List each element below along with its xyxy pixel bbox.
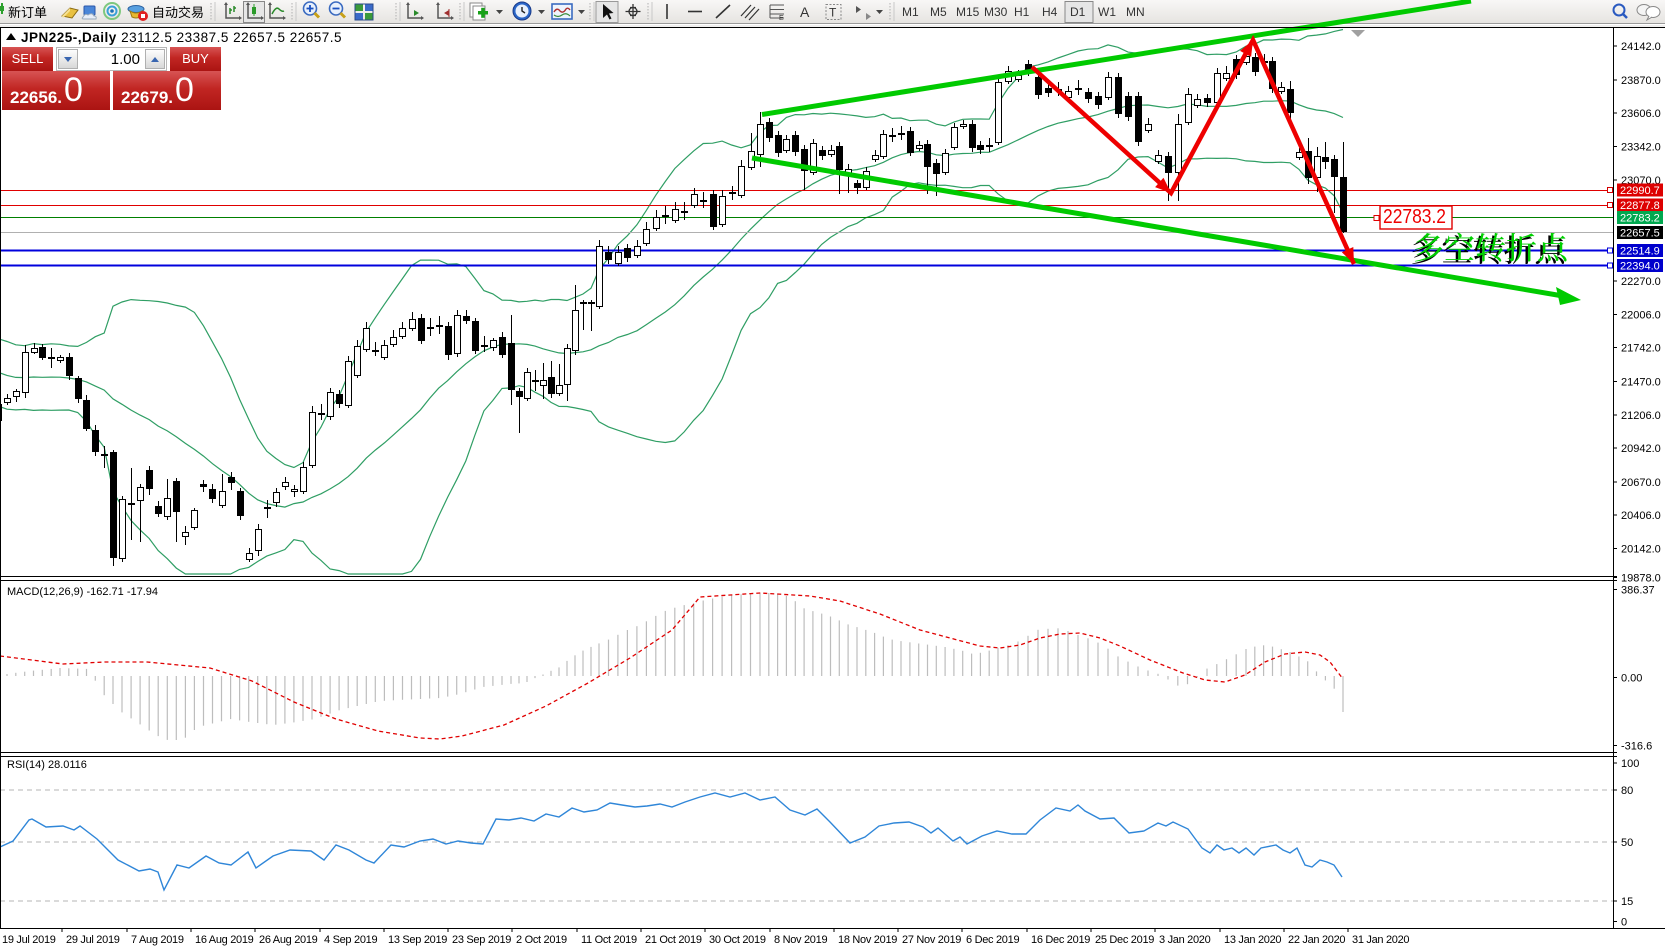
svg-text:13 Jan 2020: 13 Jan 2020 bbox=[1224, 934, 1281, 946]
svg-text:50: 50 bbox=[1621, 837, 1633, 849]
svg-text:23 Sep 2019: 23 Sep 2019 bbox=[452, 934, 511, 946]
svg-text:22990.7: 22990.7 bbox=[1620, 185, 1660, 197]
svg-text:100: 100 bbox=[1621, 758, 1639, 770]
svg-text:T: T bbox=[829, 6, 837, 20]
svg-text:23606.0: 23606.0 bbox=[1621, 108, 1661, 120]
svg-text:19 Jul 2019: 19 Jul 2019 bbox=[2, 934, 56, 946]
svg-text:13 Sep 2019: 13 Sep 2019 bbox=[388, 934, 447, 946]
svg-text:22 Jan 2020: 22 Jan 2020 bbox=[1288, 934, 1345, 946]
svg-text:23070.0: 23070.0 bbox=[1621, 175, 1661, 187]
svg-text:27 Nov 2019: 27 Nov 2019 bbox=[902, 934, 961, 946]
svg-text:6 Dec 2019: 6 Dec 2019 bbox=[966, 934, 1019, 946]
svg-text:22657.5: 22657.5 bbox=[1620, 228, 1660, 240]
svg-text:21206.0: 21206.0 bbox=[1621, 410, 1661, 422]
svg-text:22270.0: 22270.0 bbox=[1621, 276, 1661, 288]
svg-text:11 Oct 2019: 11 Oct 2019 bbox=[581, 934, 637, 946]
svg-text:23870.0: 23870.0 bbox=[1621, 75, 1661, 87]
svg-text:31 Jan 2020: 31 Jan 2020 bbox=[1352, 934, 1409, 946]
svg-text:29 Jul 2019: 29 Jul 2019 bbox=[66, 934, 120, 946]
svg-text:24142.0: 24142.0 bbox=[1621, 41, 1661, 53]
svg-text:MN: MN bbox=[1126, 5, 1145, 19]
svg-text:21 Oct 2019: 21 Oct 2019 bbox=[645, 934, 702, 946]
svg-text:E: E bbox=[779, 15, 784, 22]
svg-text:H4: H4 bbox=[1042, 5, 1058, 19]
svg-text:22006.0: 22006.0 bbox=[1621, 310, 1661, 322]
svg-text:M30: M30 bbox=[984, 5, 1008, 19]
svg-text:RSI(14) 28.0116: RSI(14) 28.0116 bbox=[7, 759, 87, 771]
svg-text:JPN225-,Daily 23112.5 23387.5: JPN225-,Daily 23112.5 23387.5 22657.5 22… bbox=[21, 30, 342, 45]
svg-text:H1: H1 bbox=[1014, 5, 1030, 19]
svg-text:22514.9: 22514.9 bbox=[1620, 246, 1660, 258]
svg-text:80: 80 bbox=[1621, 785, 1633, 797]
svg-text:15: 15 bbox=[1621, 896, 1633, 908]
svg-text:19878.0: 19878.0 bbox=[1621, 573, 1661, 585]
svg-text:20406.0: 20406.0 bbox=[1621, 510, 1661, 522]
svg-text:8 Nov 2019: 8 Nov 2019 bbox=[774, 934, 827, 946]
svg-text:16 Aug 2019: 16 Aug 2019 bbox=[195, 934, 254, 946]
svg-text:D1: D1 bbox=[1070, 5, 1086, 19]
svg-text:23342.0: 23342.0 bbox=[1621, 142, 1661, 154]
svg-text:7 Aug 2019: 7 Aug 2019 bbox=[131, 934, 184, 946]
svg-text:M1: M1 bbox=[902, 5, 919, 19]
svg-text:20142.0: 20142.0 bbox=[1621, 544, 1661, 556]
svg-text:M15: M15 bbox=[956, 5, 980, 19]
svg-text:3 Jan 2020: 3 Jan 2020 bbox=[1159, 934, 1211, 946]
svg-text:30 Oct 2019: 30 Oct 2019 bbox=[709, 934, 766, 946]
svg-text:A: A bbox=[800, 4, 810, 20]
svg-text:386.37: 386.37 bbox=[1621, 585, 1655, 597]
svg-text:W1: W1 bbox=[1098, 5, 1116, 19]
svg-text:21470.0: 21470.0 bbox=[1621, 377, 1661, 389]
svg-text:22783.2: 22783.2 bbox=[1620, 213, 1660, 225]
svg-text:22394.0: 22394.0 bbox=[1620, 261, 1660, 273]
svg-text:-316.6: -316.6 bbox=[1621, 741, 1652, 753]
svg-text:2 Oct 2019: 2 Oct 2019 bbox=[516, 934, 567, 946]
svg-text:4 Sep 2019: 4 Sep 2019 bbox=[324, 934, 377, 946]
svg-text:M5: M5 bbox=[930, 5, 947, 19]
svg-text:18 Nov 2019: 18 Nov 2019 bbox=[838, 934, 897, 946]
svg-text:16 Dec 2019: 16 Dec 2019 bbox=[1031, 934, 1090, 946]
svg-text:0: 0 bbox=[1621, 917, 1627, 929]
svg-text:20670.0: 20670.0 bbox=[1621, 477, 1661, 489]
svg-text:22783.2: 22783.2 bbox=[1383, 206, 1446, 228]
svg-text:20942.0: 20942.0 bbox=[1621, 443, 1661, 455]
svg-text:MACD(12,26,9) -162.71 -17.94: MACD(12,26,9) -162.71 -17.94 bbox=[7, 586, 158, 598]
svg-text:0.00: 0.00 bbox=[1621, 673, 1642, 685]
svg-text:25 Dec 2019: 25 Dec 2019 bbox=[1095, 934, 1154, 946]
svg-text:21742.0: 21742.0 bbox=[1621, 343, 1661, 355]
svg-text:22877.8: 22877.8 bbox=[1620, 200, 1660, 212]
svg-text:26 Aug 2019: 26 Aug 2019 bbox=[259, 934, 318, 946]
